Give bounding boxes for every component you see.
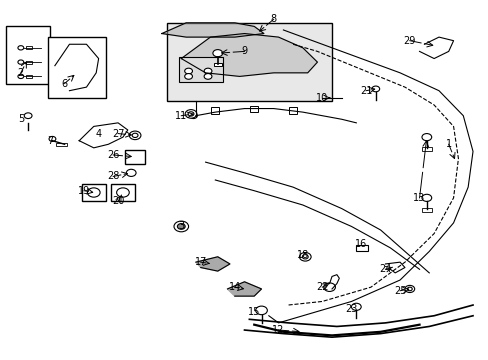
Circle shape <box>126 169 136 176</box>
Circle shape <box>18 74 24 78</box>
Circle shape <box>188 112 194 116</box>
Text: 7: 7 <box>47 136 53 146</box>
Text: 20: 20 <box>112 197 124 206</box>
Bar <box>213 63 221 66</box>
Text: 9: 9 <box>241 46 247 57</box>
Bar <box>111 184 135 202</box>
Text: 1: 1 <box>445 139 451 149</box>
Bar <box>26 75 31 78</box>
Circle shape <box>404 285 414 293</box>
Text: 28: 28 <box>107 171 119 181</box>
Circle shape <box>302 255 307 259</box>
Bar <box>26 46 31 49</box>
Bar <box>166 23 331 102</box>
Text: 18: 18 <box>296 250 308 260</box>
Circle shape <box>174 221 188 232</box>
Bar <box>125 150 144 164</box>
Text: 19: 19 <box>78 186 90 196</box>
Circle shape <box>18 60 24 64</box>
Circle shape <box>421 134 431 141</box>
Bar <box>421 208 431 212</box>
Circle shape <box>116 188 129 197</box>
Circle shape <box>212 50 222 57</box>
Text: 27: 27 <box>112 129 124 139</box>
Text: 3: 3 <box>178 221 184 231</box>
Text: 14: 14 <box>228 282 241 292</box>
Circle shape <box>255 306 267 315</box>
Circle shape <box>203 68 211 74</box>
Text: 13: 13 <box>412 193 425 203</box>
Circle shape <box>323 283 335 292</box>
Circle shape <box>87 188 100 197</box>
Bar <box>26 61 31 64</box>
Circle shape <box>299 252 310 261</box>
Bar <box>288 108 296 114</box>
Text: 17: 17 <box>194 257 206 267</box>
Bar <box>81 184 106 202</box>
Circle shape <box>351 303 361 310</box>
Text: 21: 21 <box>359 86 371 96</box>
Text: 23: 23 <box>345 303 357 314</box>
Text: 26: 26 <box>107 150 119 160</box>
Bar <box>356 245 368 251</box>
Text: 29: 29 <box>403 36 415 46</box>
Bar <box>211 108 219 114</box>
Polygon shape <box>181 33 317 76</box>
Circle shape <box>177 224 185 229</box>
Circle shape <box>24 113 32 118</box>
Circle shape <box>371 86 379 92</box>
Bar <box>179 57 222 82</box>
Polygon shape <box>227 282 261 296</box>
Text: 24: 24 <box>379 264 391 274</box>
Text: 8: 8 <box>270 14 276 24</box>
Circle shape <box>18 46 24 50</box>
Text: 16: 16 <box>354 239 366 249</box>
Circle shape <box>421 194 431 202</box>
Text: 11: 11 <box>175 111 187 121</box>
Circle shape <box>49 136 56 141</box>
Bar <box>421 147 431 152</box>
Text: 6: 6 <box>61 78 67 89</box>
Text: 2: 2 <box>18 68 24 78</box>
Text: 15: 15 <box>247 307 260 317</box>
Circle shape <box>129 131 141 140</box>
Circle shape <box>132 133 138 138</box>
Polygon shape <box>196 257 229 271</box>
Text: 4: 4 <box>95 129 102 139</box>
Polygon shape <box>162 23 264 37</box>
Bar <box>250 106 258 112</box>
Circle shape <box>407 287 411 291</box>
Text: 22: 22 <box>315 282 328 292</box>
Circle shape <box>184 73 192 79</box>
Circle shape <box>203 73 211 79</box>
Text: 10: 10 <box>316 93 328 103</box>
Bar <box>56 143 66 146</box>
Circle shape <box>189 113 197 118</box>
Bar <box>6 26 50 84</box>
Bar <box>47 37 106 98</box>
Text: 5: 5 <box>18 114 24 124</box>
Circle shape <box>184 68 192 74</box>
Text: 25: 25 <box>393 286 406 296</box>
Text: 12: 12 <box>272 325 284 335</box>
Circle shape <box>185 110 197 118</box>
